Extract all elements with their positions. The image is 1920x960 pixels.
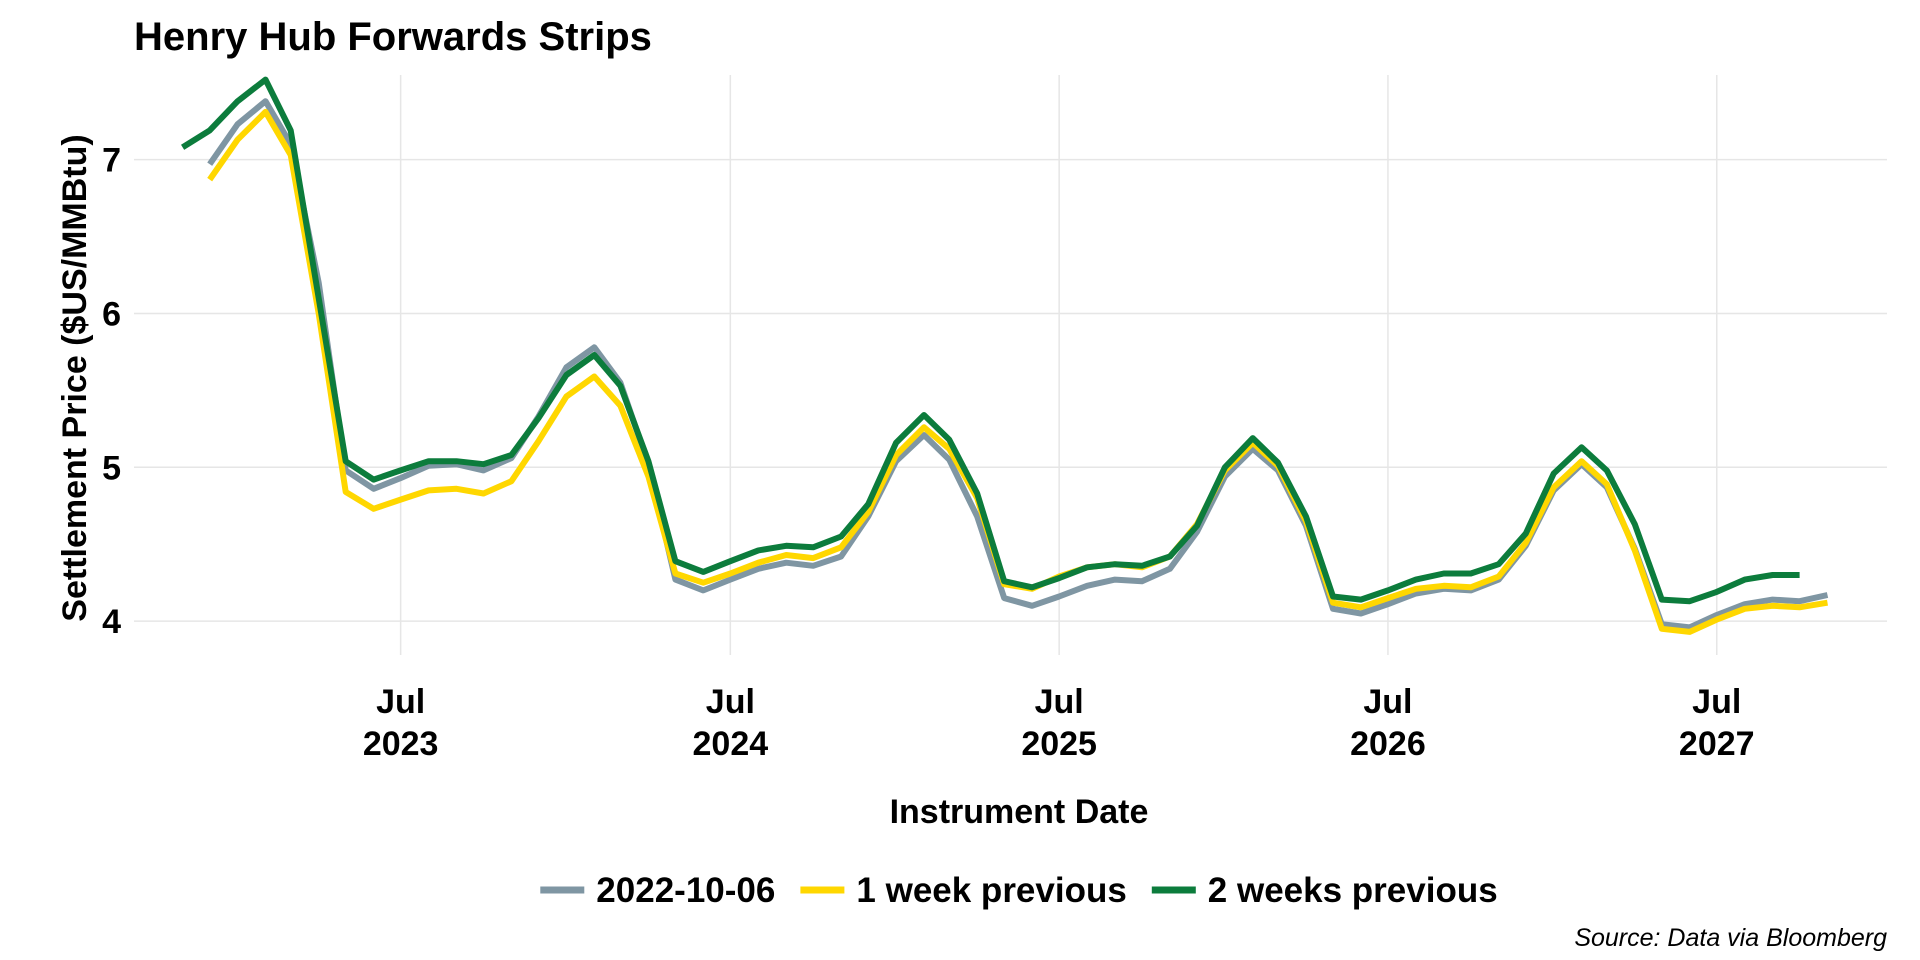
legend-item: 2022-10-06 <box>540 871 775 910</box>
x-tick-year: 2025 <box>1021 725 1097 763</box>
legend-label: 2022-10-06 <box>596 871 775 910</box>
y-tick-label: 5 <box>102 449 121 487</box>
series-line-3 <box>181 76 1800 605</box>
x-tick-year: 2026 <box>1350 725 1426 763</box>
legend: 2022-10-06 1 week previous 2 weeks previou… <box>540 871 1498 910</box>
x-tick-month: Jul <box>1692 683 1741 721</box>
x-tick-month: Jul <box>706 683 755 721</box>
series-line-1 <box>207 98 1829 631</box>
x-tick-year: 2023 <box>363 725 439 763</box>
chart-title: Henry Hub Forwards Strips <box>134 15 652 59</box>
x-tick-month: Jul <box>1363 683 1412 721</box>
series-line-2 <box>207 108 1828 635</box>
series-lines <box>181 76 1829 635</box>
x-tick-year: 2027 <box>1679 725 1755 763</box>
y-tick-label: 6 <box>102 295 121 333</box>
source-caption: Source: Data via Bloomberg <box>1574 924 1887 952</box>
x-tick-month: Jul <box>376 683 425 721</box>
x-axis-ticks: Jul 2023 Jul 2024 Jul 2025 Jul 2026 Jul 2027 <box>363 683 1755 763</box>
y-tick-label: 7 <box>102 142 121 180</box>
legend-label: 1 week previous <box>856 871 1126 910</box>
legend-item: 1 week previous <box>800 871 1127 910</box>
gridlines <box>134 75 1887 655</box>
y-axis-title: Settlement Price ($US/MMBtu) <box>56 134 94 621</box>
x-tick-month: Jul <box>1035 683 1084 721</box>
x-axis-title: Instrument Date <box>890 793 1149 831</box>
y-axis-ticks: 4 5 6 7 <box>102 142 121 642</box>
legend-label: 2 weeks previous <box>1208 871 1498 910</box>
x-tick-year: 2024 <box>693 725 769 763</box>
legend-item: 2 weeks previous <box>1151 871 1498 910</box>
y-tick-label: 4 <box>102 603 121 641</box>
